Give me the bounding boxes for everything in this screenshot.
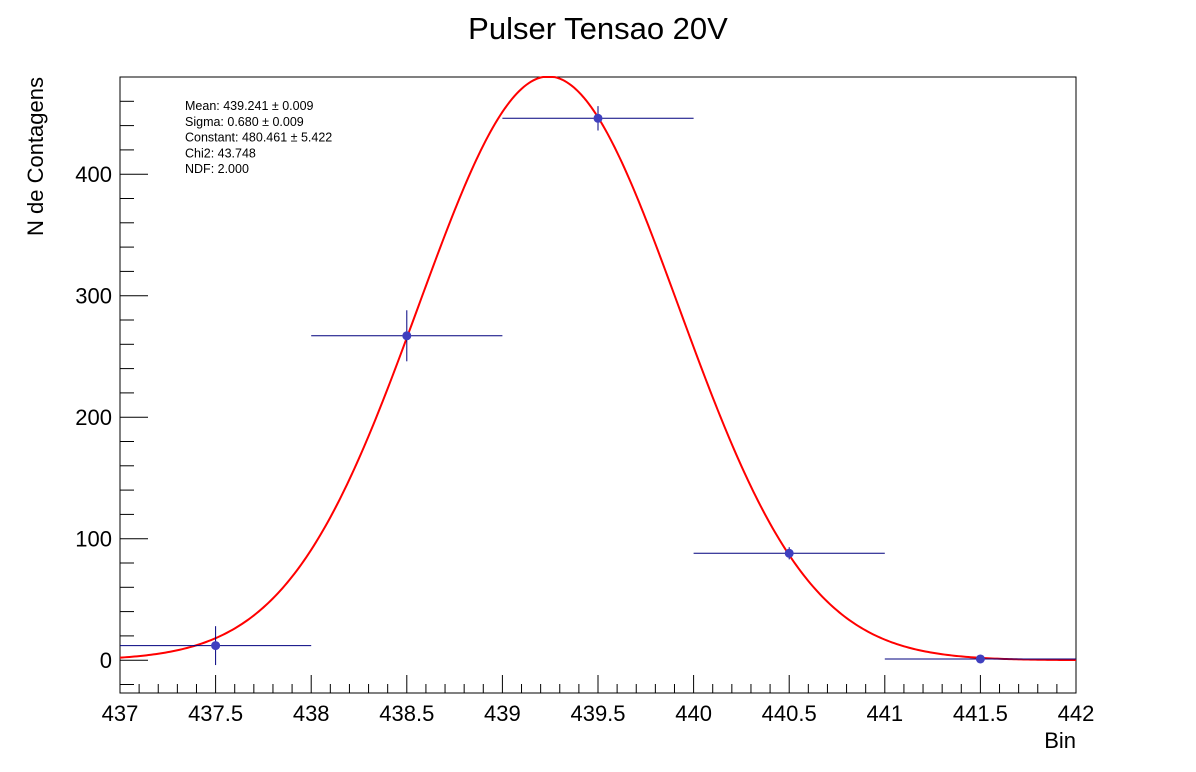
- fit-stat-line: Constant: 480.461 ± 5.422: [185, 131, 332, 145]
- y-axis: 0 100 200 300 400: [75, 76, 148, 685]
- fit-stat-line: Sigma: 0.680 ± 0.009: [185, 115, 304, 129]
- fit-stats-box: Mean: 439.241 ± 0.009 Sigma: 0.680 ± 0.00…: [185, 99, 332, 176]
- x-tick-label: 438.5: [379, 701, 434, 726]
- data-marker: [402, 331, 412, 341]
- fit-curve-group: [119, 76, 1077, 662]
- y-axis-label: N de Contagens: [23, 77, 48, 236]
- data-marker: [593, 113, 603, 123]
- x-tick-label: 441: [866, 701, 903, 726]
- fit-stat-line: NDF: 2.000: [185, 162, 249, 176]
- x-tick-label: 441.5: [953, 701, 1008, 726]
- x-tick-label: 437: [102, 701, 139, 726]
- data-marker: [211, 641, 221, 651]
- fit-stat-line: Chi2: 43.748: [185, 146, 256, 160]
- x-tick-label: 439: [484, 701, 521, 726]
- data-point: [884, 654, 1076, 664]
- x-axis: 437 437.5 438 438.5 439 439.5 440 440.5 441 441.5…: [102, 675, 1095, 726]
- plot-frame: [119, 76, 1077, 694]
- y-tick-label: 300: [75, 284, 112, 309]
- data-point: [120, 626, 312, 666]
- data-marker: [975, 654, 985, 664]
- x-tick-label: 440: [675, 701, 712, 726]
- x-tick-label: 438: [293, 701, 330, 726]
- y-tick-label: 400: [75, 162, 112, 187]
- data-point: [693, 547, 885, 560]
- fit-curve: [119, 76, 1077, 662]
- x-axis-label: Bin: [1044, 728, 1076, 753]
- data-point: [311, 310, 503, 362]
- y-tick-label: 100: [75, 527, 112, 552]
- data-point: [502, 106, 694, 131]
- chart-title: Pulser Tensao 20V: [468, 11, 728, 46]
- data-marker: [784, 548, 794, 558]
- x-tick-label: 440.5: [762, 701, 817, 726]
- data-points: [120, 106, 1076, 666]
- x-tick-label: 442: [1058, 701, 1095, 726]
- fit-stat-line: Mean: 439.241 ± 0.009: [185, 99, 314, 113]
- x-tick-label: 437.5: [188, 701, 243, 726]
- x-tick-label: 439.5: [570, 701, 625, 726]
- y-tick-label: 0: [100, 648, 112, 673]
- y-tick-label: 200: [75, 405, 112, 430]
